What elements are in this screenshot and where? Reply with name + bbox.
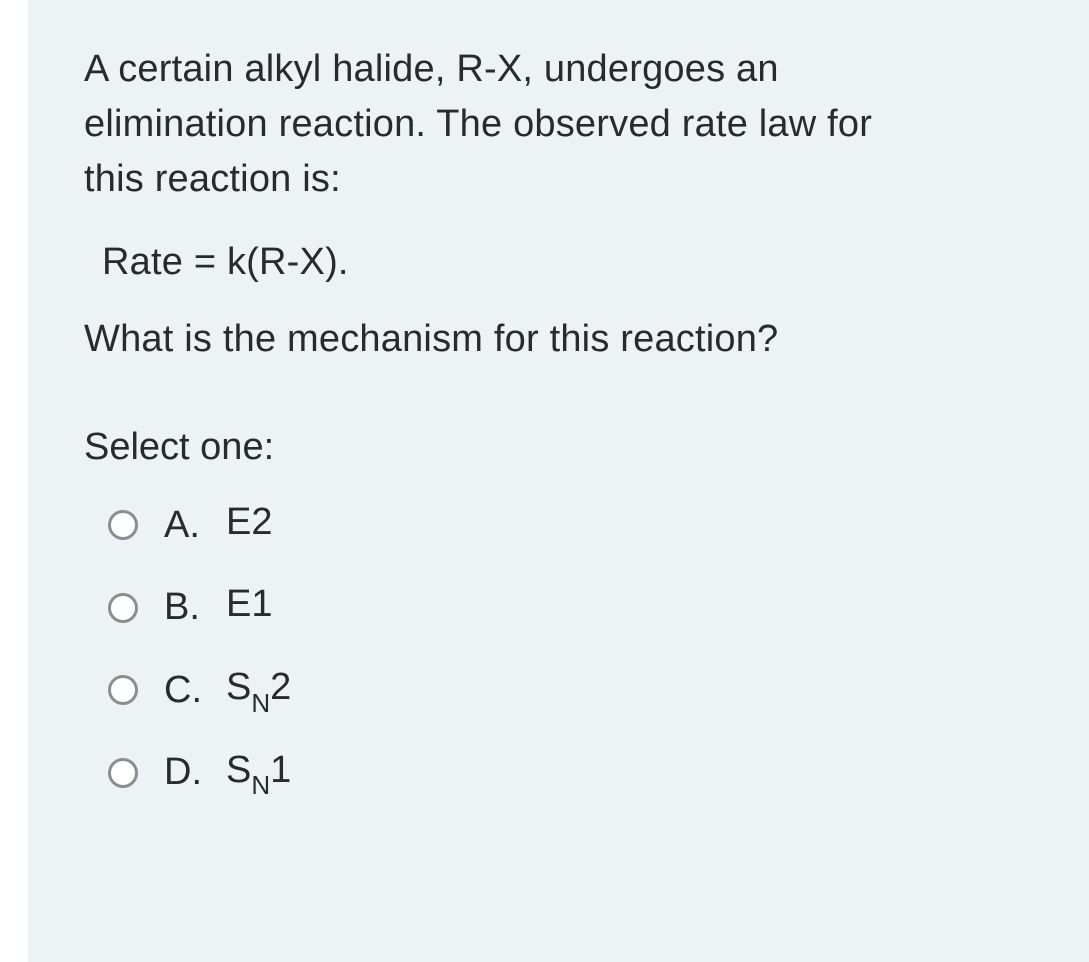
rate-expression: Rate = k(R-X). (84, 235, 1049, 290)
opt-sub: N (251, 688, 270, 718)
question-prompt: What is the mechanism for this reaction? (84, 312, 1049, 367)
options-group: A. E2 B. E1 C. SN2 D. SN1 (84, 501, 1049, 797)
option-d[interactable]: D. SN1 (108, 749, 1049, 798)
opt-suffix: 2 (251, 501, 272, 543)
opt-prefix: S (226, 749, 251, 791)
opt-suffix: 1 (270, 749, 291, 791)
question-stem: A certain alkyl halide, R-X, undergoes a… (84, 42, 1049, 207)
question-panel: A certain alkyl halide, R-X, undergoes a… (28, 0, 1089, 962)
stem-line-2: elimination reaction. The observed rate … (84, 103, 872, 145)
option-b[interactable]: B. E1 (108, 583, 1049, 632)
option-text: SN2 (226, 666, 291, 715)
option-text: E1 (226, 583, 273, 632)
opt-suffix: 1 (251, 583, 272, 625)
opt-prefix: E (226, 501, 251, 543)
select-one-label: Select one: (84, 423, 1049, 472)
opt-prefix: E (226, 583, 251, 625)
option-letter: B. (164, 586, 226, 629)
stem-line-1: A certain alkyl halide, R-X, undergoes a… (84, 48, 779, 90)
opt-prefix: S (226, 666, 251, 708)
radio-c[interactable] (108, 675, 138, 705)
opt-sub: N (251, 770, 270, 800)
option-c[interactable]: C. SN2 (108, 666, 1049, 715)
radio-d[interactable] (108, 758, 138, 788)
option-text: E2 (226, 501, 273, 550)
option-a[interactable]: A. E2 (108, 501, 1049, 550)
opt-suffix: 2 (270, 666, 291, 708)
option-text: SN1 (226, 749, 291, 798)
stem-line-3: this reaction is: (84, 158, 341, 200)
option-letter: A. (164, 504, 226, 547)
option-letter: D. (164, 751, 226, 794)
radio-a[interactable] (108, 510, 138, 540)
option-letter: C. (164, 669, 226, 712)
radio-b[interactable] (108, 593, 138, 623)
